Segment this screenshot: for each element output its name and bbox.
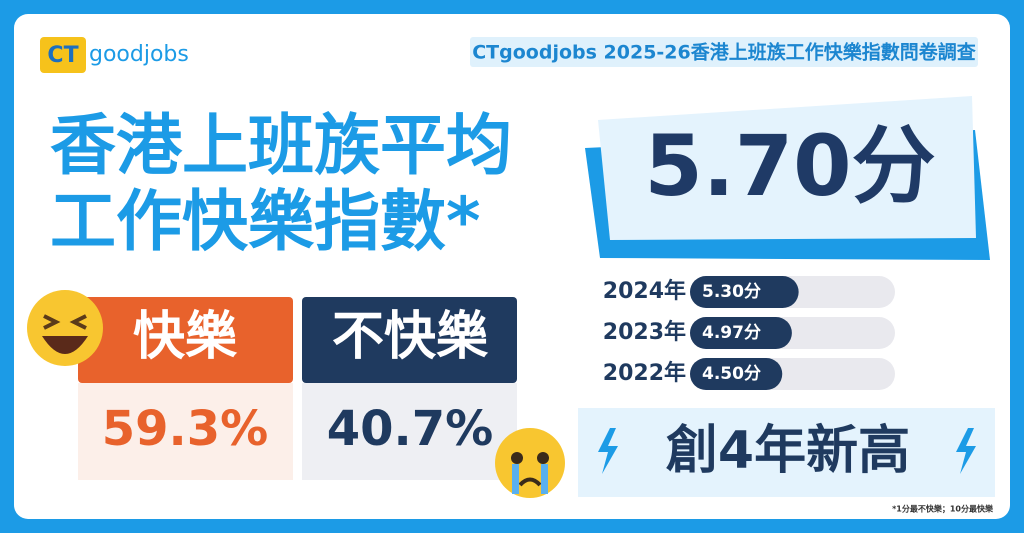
year-label: 2022年 (603, 360, 686, 386)
logo-word: goodjobs (89, 42, 189, 67)
score-label: 4.97分 (702, 323, 761, 343)
score-box (598, 96, 976, 240)
happy-body (78, 383, 293, 480)
year-label: 2023年 (603, 319, 686, 345)
badge: 創4年新高 (666, 421, 910, 481)
score-bar (690, 317, 792, 349)
score-bar (690, 358, 783, 390)
header-pill (470, 37, 978, 67)
crying-emoji (495, 428, 565, 498)
score: 5.70分 (644, 117, 935, 215)
logo-mark: CT (47, 43, 78, 68)
badge-box (578, 408, 995, 497)
unhappy-percent: 40.7% (327, 401, 494, 457)
unhappy-body (302, 383, 517, 480)
header-title: CTgoodjobs 2025-26香港上班族工作快樂指數問卷調查 (472, 41, 977, 64)
unhappy-header (302, 297, 517, 383)
score-label: 4.50分 (702, 364, 761, 384)
logo-box (40, 37, 86, 73)
footnote: *1分最不快樂；10分最快樂 (892, 504, 994, 515)
score-label: 5.30分 (702, 282, 761, 302)
score-bar (690, 276, 799, 308)
bolt (598, 428, 618, 474)
laughing-emoji (27, 290, 103, 366)
headline: 工作快樂指數* (50, 183, 481, 260)
happy-header (78, 297, 293, 383)
unhappy-label: 不快樂 (332, 307, 489, 367)
happy-label: 快樂 (133, 307, 238, 367)
bolt (956, 428, 976, 474)
year-label: 2024年 (603, 278, 686, 304)
headline: 香港上班族平均 (50, 107, 512, 184)
happy-percent: 59.3% (102, 401, 269, 457)
